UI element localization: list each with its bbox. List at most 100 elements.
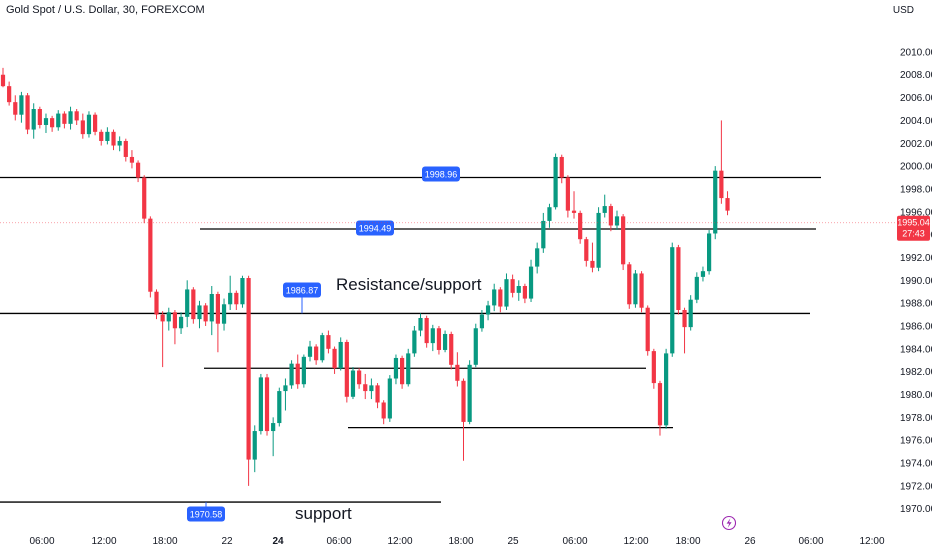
price-tick-label: 2000.00 [900,162,932,173]
candle-body [166,312,171,322]
candle-body [559,156,564,178]
price-tick-label: 1984.00 [900,344,932,355]
candle-body [449,333,454,365]
level-label-box [422,166,460,182]
price-tick-label: 2002.00 [900,139,932,150]
candle-body [688,299,693,328]
candle-body [258,377,263,432]
level-label-box [283,282,321,298]
candle-body [424,317,429,344]
lightning-icon-bolt [726,518,732,528]
price-tick-label: 1990.00 [900,276,932,287]
candle-body [209,294,214,322]
candle-body [271,423,276,432]
candle-body [578,212,583,240]
level-label-box [187,506,225,522]
time-tick-label: 06:00 [326,536,351,547]
candle-body [657,383,663,426]
candle-body [350,370,356,397]
candle-body [19,95,24,115]
price-tick-label: 1992.00 [900,253,932,264]
candle-body [375,385,380,403]
price-tick-label: 1978.00 [900,413,932,424]
candle-body [461,380,466,422]
candle-body [332,348,337,369]
candle-body [547,207,552,221]
candle-body [185,289,190,317]
candle-body [197,305,202,320]
candle-body [50,118,55,128]
price-tick-label: 1998.00 [900,184,932,195]
candle-body [467,364,472,422]
candle-body [602,206,607,213]
candle-body [363,384,368,392]
time-tick-label: 18:00 [675,536,700,547]
candle-body [381,402,386,419]
candle-body [135,162,141,178]
annotation-resistance-support: Resistance/support [336,275,482,294]
candle-body [37,109,42,125]
time-axis: 06:00 12:00 18:00 22 24 06:00 12:00 18:00 25 06:0… [29,536,884,547]
candle-body [86,114,92,135]
candle-body [627,264,632,305]
level-labels: 1998.96 1994.49 1986.87 1970.58 [187,166,460,522]
annotations: Resistance/support support [295,275,482,523]
candle-body [277,391,282,424]
candle-body [700,271,706,277]
candle-body [565,177,570,211]
level-lines [0,176,821,503]
candle-body [400,357,405,385]
candle-body [13,102,18,115]
candle-body [516,286,521,293]
candle-body [93,114,98,132]
candle-body [320,335,325,361]
candle-body [129,156,135,163]
price-tick-label: 2008.00 [900,70,932,81]
candle-body [621,216,626,265]
candle-body [393,357,399,379]
price-tick-label: 2010.00 [900,47,932,58]
time-tick-label: 12:00 [623,536,648,547]
annotation-support: support [295,504,352,523]
price-axis: 1970.00 1972.00 1974.00 1976.00 1978.00 1980.… [895,0,932,550]
candle-body [498,289,503,307]
candle-body [148,218,153,292]
candle-body [645,307,650,352]
candle-body [357,370,362,385]
candle-body [522,286,527,299]
level-label-text: 1970.58 [190,509,223,519]
candle-body [485,305,491,315]
candle-body [713,170,718,234]
candle-body [418,317,423,331]
candle-body [369,385,374,392]
candle-body [535,248,540,267]
level-label-text: 1986.87 [286,285,319,295]
candle-body [571,210,577,213]
candle-body [56,113,61,128]
candle-body [43,118,49,125]
candle-body [203,305,208,322]
candle-body [154,291,159,315]
candle-body [528,266,534,299]
candle-body [221,304,227,324]
time-tick-label: 12:00 [387,536,412,547]
candle-body [584,239,589,261]
price-tick-label: 1982.00 [900,367,932,378]
candle-body [436,328,442,350]
lightning-icon[interactable] [721,515,737,531]
candle-body [492,289,497,306]
price-tick-label: 2004.00 [900,116,932,127]
candle-body [412,330,417,354]
price-axis-bg [895,0,932,550]
level-label-box [356,220,394,236]
candle-body [406,353,411,385]
candle-body [25,95,30,130]
candle-body [178,316,184,329]
candle-body [504,279,509,307]
price-tick-label: 1976.00 [900,436,932,447]
candle-body [240,278,245,305]
candle-body [633,273,638,305]
